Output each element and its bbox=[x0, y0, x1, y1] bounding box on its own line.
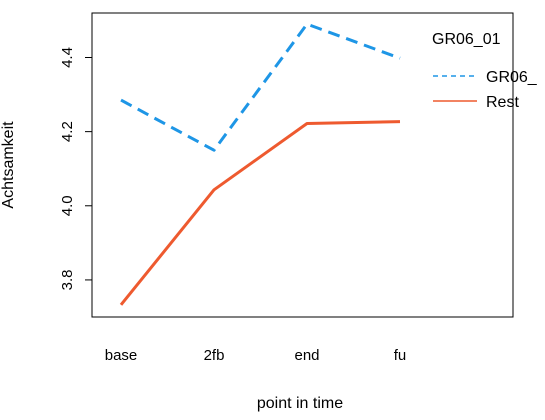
legend: GR06_01 GR06_ Rest bbox=[432, 31, 538, 111]
x-tick-label: base bbox=[105, 347, 138, 364]
x-axis-ticks: base 2fb end fu bbox=[105, 347, 407, 364]
x-tick-label: 2fb bbox=[204, 347, 225, 364]
plot-frame bbox=[91, 12, 514, 318]
x-tick-label: fu bbox=[394, 347, 407, 364]
legend-label-rest: Rest bbox=[486, 94, 519, 111]
legend-label-gr06: GR06_ bbox=[486, 69, 538, 86]
y-tick-label: 4.0 bbox=[59, 195, 76, 216]
y-axis-title: Achtsamkeit bbox=[0, 121, 17, 209]
series-line-rest bbox=[119, 120, 401, 306]
x-tick-label: end bbox=[294, 347, 319, 364]
y-tick-label: 3.8 bbox=[59, 269, 76, 290]
series-line-gr06 bbox=[120, 22, 401, 152]
y-tick-label: 4.4 bbox=[59, 47, 76, 68]
y-tick-label: 4.2 bbox=[59, 121, 76, 142]
series-lines bbox=[119, 22, 401, 306]
legend-title: GR06_01 bbox=[432, 31, 501, 48]
x-axis-title: point in time bbox=[257, 395, 343, 412]
y-axis-ticks: 3.8 4.0 4.2 4.4 bbox=[59, 47, 92, 290]
